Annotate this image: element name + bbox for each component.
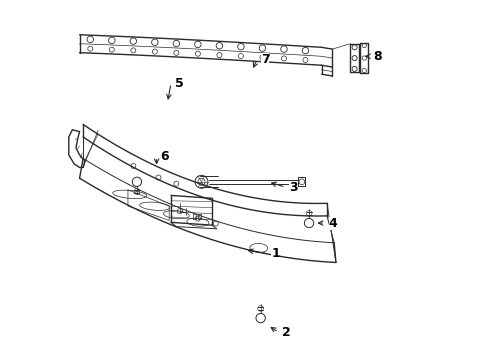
Text: 4: 4 <box>328 216 337 230</box>
Text: 8: 8 <box>373 50 382 63</box>
Text: 7: 7 <box>260 53 269 66</box>
Text: 3: 3 <box>289 181 297 194</box>
Text: 6: 6 <box>160 150 168 163</box>
Text: 5: 5 <box>174 77 183 90</box>
Text: 1: 1 <box>271 247 280 260</box>
Text: 2: 2 <box>282 326 290 339</box>
